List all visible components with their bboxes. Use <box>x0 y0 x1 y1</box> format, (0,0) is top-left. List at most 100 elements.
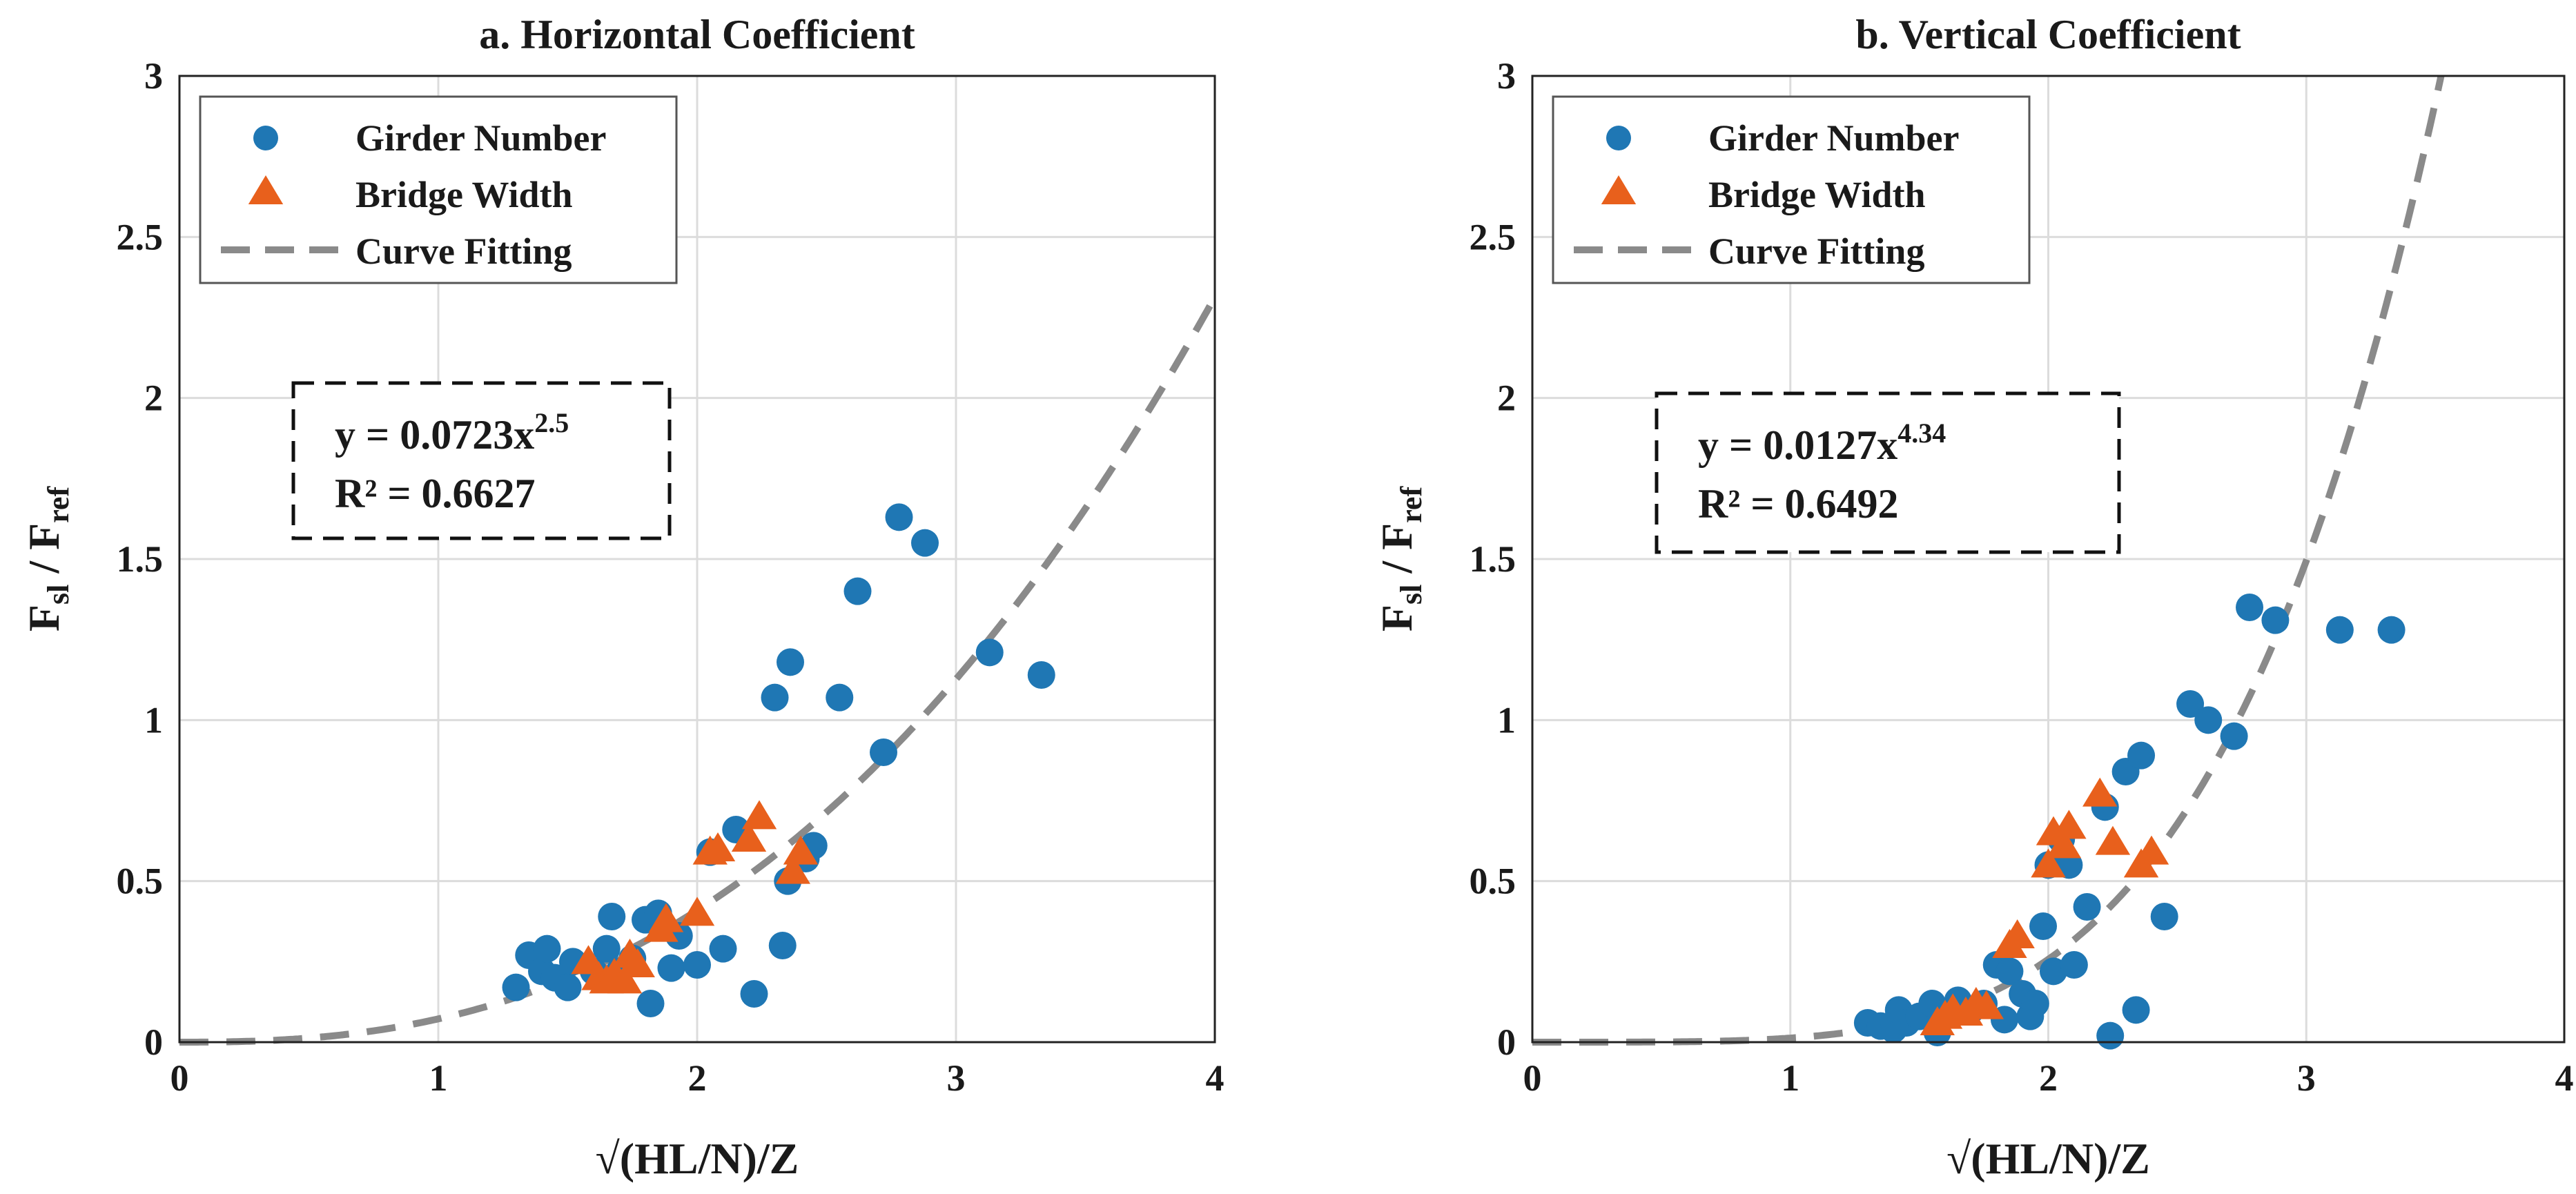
bridge-width-points <box>1920 777 2169 1035</box>
girder-number-point <box>975 638 1004 667</box>
bridge-width-point <box>2046 829 2082 859</box>
y-tick-label: 3 <box>144 55 163 97</box>
girder-number-point <box>657 954 685 982</box>
y-tick-label: 2.5 <box>1470 216 1516 257</box>
y-label-mid: / F <box>1372 523 1421 585</box>
girder-number-point <box>2176 690 2205 718</box>
legend: Girder Number Bridge Width Curve Fitting <box>1552 95 2031 284</box>
equation-exponent: 2.5 <box>534 407 569 438</box>
legend-fit-label: Curve Fitting <box>355 231 572 272</box>
bridge-width-point <box>2095 825 2131 855</box>
girder-number-point <box>870 738 897 766</box>
x-tick-label: 4 <box>2555 1057 2574 1099</box>
y-tick-label: 1.5 <box>1470 538 1516 580</box>
girder-number-point <box>2021 990 2049 1017</box>
x-tick-labels: 0 1 2 3 4 <box>1523 1057 2574 1099</box>
chart-title: a. Horizontal Coefficient <box>479 12 915 57</box>
legend-width-label: Bridge Width <box>1708 174 1926 215</box>
y-tick-label: 2.5 <box>117 216 164 257</box>
bridge-width-point <box>731 823 767 852</box>
y-tick-label: 0 <box>144 1021 163 1063</box>
girder-number-point <box>761 683 789 712</box>
x-tick-label: 1 <box>429 1057 448 1099</box>
y-label-sub2: ref <box>1394 486 1428 523</box>
y-tick-label: 2 <box>144 378 163 419</box>
girder-number-point <box>2073 893 2101 921</box>
y-tick-labels: 0 0.5 1 1.5 2 2.5 3 <box>117 55 164 1063</box>
y-tick-label: 1 <box>144 699 163 741</box>
y-tick-label: 1.5 <box>117 538 164 580</box>
legend-girder-label: Girder Number <box>355 117 606 159</box>
x-tick-label: 1 <box>1781 1057 1799 1099</box>
equation-text: y = 0.0723x2.5 <box>335 407 569 458</box>
x-axis-label: √(HL/N)/Z <box>1946 1134 2150 1183</box>
legend-width-label: Bridge Width <box>355 174 573 215</box>
x-tick-label: 2 <box>688 1057 707 1099</box>
y-axis-label: Fsl / Fref <box>1372 486 1428 632</box>
equation-exponent: 4.34 <box>1897 418 1946 449</box>
plot-frame <box>178 75 1216 1044</box>
bridge-width-point <box>2000 919 2035 948</box>
girder-number-point <box>2060 951 2088 979</box>
girder-number-point <box>2236 594 2264 621</box>
x-tick-label: 0 <box>1523 1057 1542 1099</box>
y-label-mid: / F <box>19 523 68 585</box>
x-tick-label: 3 <box>2297 1057 2316 1099</box>
vertical-coefficient-chart: 0 1 2 3 4 0 0.5 1 1.5 2 2.5 3 b. Vertical Coeffici… <box>1372 12 2574 1183</box>
girder-number-point <box>740 980 768 1008</box>
girder-number-point <box>592 934 621 963</box>
x-tick-labels: 0 1 2 3 4 <box>170 1057 1224 1099</box>
chart-title: b. Vertical Coefficient <box>1855 12 2241 57</box>
girder-number-point <box>1027 661 1055 689</box>
legend-fit-label: Curve Fitting <box>1708 231 1924 272</box>
girder-number-point <box>2127 741 2156 770</box>
bridge-width-point <box>1969 990 2004 1019</box>
legend-girder-marker <box>1606 126 1631 150</box>
girder-number-point <box>2194 706 2223 734</box>
bridge-width-point <box>783 835 819 865</box>
x-tick-label: 4 <box>1206 1057 1224 1099</box>
bridge-width-points <box>571 800 819 994</box>
bridge-width-point <box>741 800 777 830</box>
girder-number-point <box>843 577 872 605</box>
legend-girder-marker <box>253 126 278 150</box>
bridge-width-point <box>2134 835 2169 865</box>
y-tick-label: 0.5 <box>117 861 164 902</box>
girder-number-point <box>885 503 913 531</box>
equation-prefix: y = 0.0723x <box>335 412 534 458</box>
legend-width-marker <box>1601 175 1637 204</box>
girder-number-point <box>2377 616 2406 644</box>
legend-width-marker <box>248 175 284 204</box>
bridge-width-point <box>775 854 810 884</box>
equation-box: y = 0.0723x2.5 R² = 0.6627 <box>291 381 672 540</box>
bridge-width-point <box>679 897 715 926</box>
legend-girder-label: Girder Number <box>1708 117 1959 159</box>
girder-number-point <box>502 973 530 1001</box>
equation-text: y = 0.0127x4.34 <box>1698 418 1946 468</box>
girder-number-point <box>554 973 582 1001</box>
girder-number-point <box>777 648 804 676</box>
girder-number-point <box>2220 722 2248 750</box>
girder-number-point <box>533 934 561 963</box>
bridge-width-point <box>2031 848 2066 878</box>
x-tick-label: 3 <box>947 1057 966 1099</box>
girder-number-point <box>683 951 711 979</box>
bridge-width-point <box>648 903 684 932</box>
girder-number-point <box>2325 616 2354 644</box>
girder-number-point <box>768 932 797 959</box>
plot-frame <box>1531 75 2566 1044</box>
legend: Girder Number Bridge Width Curve Fitting <box>199 95 678 284</box>
y-tick-label: 2 <box>1497 378 1516 419</box>
y-axis-label: Fsl / Fref <box>19 486 75 632</box>
x-axis-label: √(HL/N)/Z <box>596 1134 799 1183</box>
girder-number-point <box>1996 957 2024 986</box>
girder-number-point <box>2150 903 2178 930</box>
y-label-sub1: sl <box>41 585 75 605</box>
girder-number-point <box>2261 606 2290 634</box>
girder-number-point <box>826 683 854 712</box>
r-squared-text: R² = 0.6627 <box>335 471 536 516</box>
bridge-width-point <box>700 832 736 861</box>
r-squared-text: R² = 0.6492 <box>1698 481 1899 527</box>
girder-number-point <box>911 529 939 557</box>
horizontal-coefficient-chart: 0 1 2 3 4 0 0.5 1 1.5 2 2.5 3 a. Horizontal Coeffi… <box>19 12 1224 1183</box>
